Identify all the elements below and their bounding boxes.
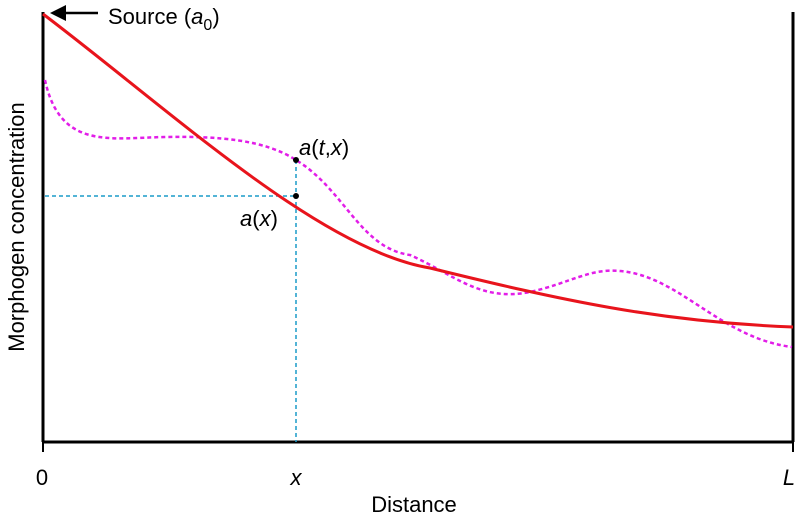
x-tick-origin: 0	[36, 465, 48, 490]
steady-state-curve	[42, 12, 794, 329]
source-arrow-head	[50, 5, 66, 21]
y-axis-label: Morphogen concentration	[4, 102, 29, 352]
transient-profile-curve	[43, 79, 793, 349]
x-tick-position: x	[290, 465, 303, 490]
x-axis-label: Distance	[371, 492, 457, 517]
steady-point	[293, 193, 299, 199]
source-label: Source (a0)	[108, 4, 220, 34]
transient-point-label: a(t,x)	[299, 135, 349, 160]
x-tick-end: L	[783, 465, 795, 490]
steady-point-label: a(x)	[240, 206, 278, 231]
transient-point	[293, 157, 299, 163]
